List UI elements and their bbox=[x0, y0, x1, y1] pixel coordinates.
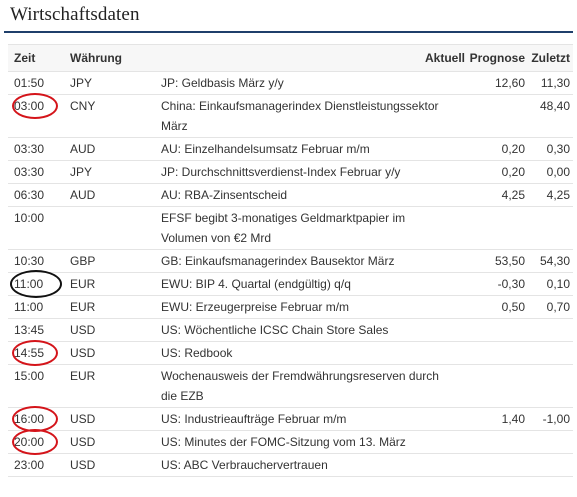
row-forecast: 0,20 bbox=[501, 142, 525, 156]
table-row: 23:00 USD US: ABC Verbrauchervertrauen bbox=[8, 454, 573, 477]
row-time: 10:00 bbox=[14, 211, 45, 225]
row-currency: USD bbox=[70, 412, 96, 426]
row-time: 13:45 bbox=[14, 323, 45, 337]
row-time: 15:00 bbox=[14, 369, 45, 383]
row-time: 03:30 bbox=[14, 165, 45, 179]
title-divider bbox=[4, 31, 573, 33]
row-event: US: ABC Verbrauchervertrauen bbox=[161, 458, 328, 472]
row-forecast: -0,30 bbox=[497, 277, 525, 291]
row-event: EFSF begibt 3-monatiges Geldmarktpapier … bbox=[161, 211, 406, 245]
table-row: 13:45 USD US: Wöchentliche ICSC Chain Stor… bbox=[8, 319, 573, 342]
table-row: 10:30 GBP GB: Einkaufsmanagerindex Bausekt… bbox=[8, 250, 573, 273]
table-header-row: Zeit Währung Aktuell Prognose Zuletzt bbox=[8, 45, 573, 72]
highlight-circle-black bbox=[10, 270, 62, 298]
row-currency: USD bbox=[70, 458, 96, 472]
page-title: Wirtschaftsdaten bbox=[10, 4, 140, 25]
column-header-currency: Währung bbox=[70, 51, 122, 65]
column-header-previous: Zuletzt bbox=[531, 51, 570, 65]
row-previous: 0,00 bbox=[546, 165, 570, 179]
table-row: 16:00 USD US: Industrieaufträge Februar m/… bbox=[8, 406, 573, 432]
row-previous: 54,30 bbox=[539, 254, 570, 268]
column-header-time: Zeit bbox=[14, 51, 36, 65]
highlight-circle-red bbox=[12, 429, 58, 455]
row-previous: 0,30 bbox=[546, 142, 570, 156]
highlight-circle-red bbox=[12, 93, 58, 119]
row-event: US: Minutes der FOMC-Sitzung vom 13. Mär… bbox=[161, 435, 406, 449]
row-currency: AUD bbox=[70, 142, 96, 156]
row-event: US: Wöchentliche ICSC Chain Store Sales bbox=[161, 323, 389, 337]
table-body: 01:50 JPY JP: Geldbasis März y/y 12,60 11,30… bbox=[8, 72, 573, 477]
row-currency: EUR bbox=[70, 300, 96, 314]
table-row: 03:30 JPY JP: Durchschnittsverdienst-Index… bbox=[8, 161, 573, 184]
row-forecast: 12,60 bbox=[494, 76, 525, 90]
row-event: AU: RBA-Zinsentscheid bbox=[161, 188, 288, 202]
row-time: 10:30 bbox=[14, 254, 45, 268]
row-forecast: 1,40 bbox=[501, 412, 525, 426]
table-row: 06:30 AUD AU: RBA-Zinsentscheid 4,25 4,25 bbox=[8, 184, 573, 207]
row-forecast: 0,50 bbox=[501, 300, 525, 314]
row-currency: USD bbox=[70, 346, 96, 360]
row-forecast: 53,50 bbox=[494, 254, 525, 268]
column-header-forecast: Prognose bbox=[469, 51, 525, 65]
table-row: 14:55 USD US: Redbook bbox=[8, 340, 573, 366]
row-event: EWU: BIP 4. Quartal (endgültig) q/q bbox=[161, 277, 351, 291]
row-currency: JPY bbox=[70, 165, 93, 179]
row-currency: EUR bbox=[70, 369, 96, 383]
column-header-actual: Aktuell bbox=[424, 51, 465, 65]
row-event: US: Redbook bbox=[161, 346, 233, 360]
table-row: 01:50 JPY JP: Geldbasis März y/y 12,60 11,30 bbox=[8, 72, 573, 95]
row-previous: 0,10 bbox=[546, 277, 570, 291]
row-currency: EUR bbox=[70, 277, 96, 291]
highlight-circle-red bbox=[12, 340, 58, 366]
row-forecast: 0,20 bbox=[501, 165, 525, 179]
economic-calendar-table: Zeit Währung Aktuell Prognose Zuletzt 01… bbox=[8, 44, 573, 477]
row-event: JP: Geldbasis März y/y bbox=[161, 76, 284, 90]
row-previous: 48,40 bbox=[539, 99, 570, 113]
row-event: China: Einkaufsmanagerindex Dienstleistu… bbox=[161, 99, 439, 133]
row-currency: CNY bbox=[70, 99, 96, 113]
row-previous: 4,25 bbox=[546, 188, 570, 202]
table-row: 20:00 USD US: Minutes der FOMC-Sitzung vom… bbox=[8, 429, 573, 455]
table-row: 11:00 EUR EWU: Erzeugerpreise Februar m/m 0… bbox=[8, 296, 573, 319]
row-time: 11:00 bbox=[14, 300, 44, 314]
row-time: 01:50 bbox=[14, 76, 45, 90]
row-event: US: Industrieaufträge Februar m/m bbox=[161, 412, 347, 426]
row-event: AU: Einzelhandelsumsatz Februar m/m bbox=[161, 142, 370, 156]
row-event: EWU: Erzeugerpreise Februar m/m bbox=[161, 300, 350, 314]
table-row: 15:00 EUR Wochenausweis der Fremdwährungsr… bbox=[8, 365, 573, 408]
table-row: 03:30 AUD AU: Einzelhandelsumsatz Februar … bbox=[8, 138, 573, 161]
table-row: 03:00 CNY China: Einkaufsmanagerindex Dien… bbox=[8, 93, 573, 138]
row-event: JP: Durchschnittsverdienst-Index Februar… bbox=[161, 165, 401, 179]
row-event: Wochenausweis der Fremdwährungsreserven … bbox=[161, 369, 439, 403]
row-currency: JPY bbox=[70, 76, 93, 90]
row-currency: USD bbox=[70, 435, 96, 449]
row-currency: GBP bbox=[70, 254, 96, 268]
row-time: 23:00 bbox=[14, 458, 45, 472]
row-time: 03:30 bbox=[14, 142, 45, 156]
row-currency: AUD bbox=[70, 188, 96, 202]
row-previous: 0,70 bbox=[546, 300, 570, 314]
table-row: 11:00 EUR EWU: BIP 4. Quartal (endgültig) … bbox=[8, 270, 573, 298]
row-previous: -1,00 bbox=[542, 412, 570, 426]
row-time: 06:30 bbox=[14, 188, 45, 202]
row-forecast: 4,25 bbox=[501, 188, 525, 202]
row-previous: 11,30 bbox=[540, 76, 570, 90]
row-event: GB: Einkaufsmanagerindex Bausektor März bbox=[161, 254, 395, 268]
table-row: 10:00 EFSF begibt 3-monatiges Geldmarktpa… bbox=[8, 207, 573, 250]
row-currency: USD bbox=[70, 323, 96, 337]
